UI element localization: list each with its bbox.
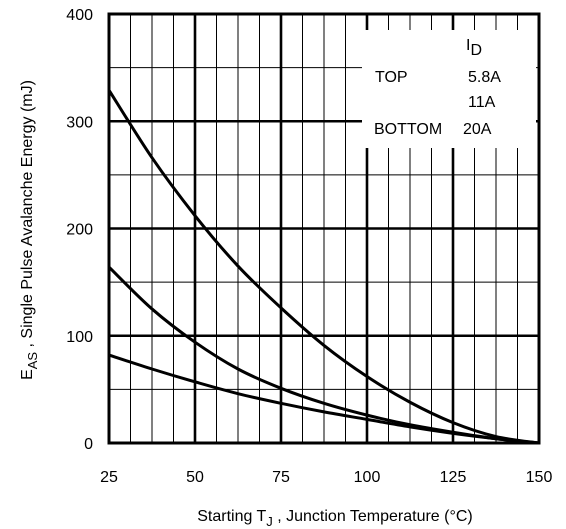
legend-row-top-position: TOP — [375, 69, 408, 86]
x-axis-title-subscript: J — [266, 514, 273, 529]
y-axis-title-suffix: , Single Pulse Avalanche Energy (mJ) — [19, 80, 36, 352]
y-tick-label: 200 — [66, 222, 93, 239]
y-tick-label: 0 — [84, 436, 93, 453]
y-tick-label: 100 — [66, 329, 93, 346]
grid — [109, 14, 539, 443]
legend-header-subscript: D — [470, 42, 482, 59]
x-tick-label: 75 — [272, 469, 290, 486]
x-tick-label: 125 — [440, 469, 467, 486]
y-tick-label: 300 — [66, 114, 93, 131]
legend-header-prefix: I — [466, 37, 470, 54]
plot-frame — [107, 12, 541, 445]
y-tick-label: 400 — [66, 7, 93, 24]
legend-background — [362, 30, 536, 148]
legend-header: ID — [466, 37, 482, 59]
legend-row-bottom-position: BOTTOM — [374, 121, 442, 138]
legend-row-middle-value: 11A — [468, 94, 496, 111]
legend-row-bottom-value: 20A — [463, 121, 492, 138]
y-axis-title-subscript: AS — [25, 352, 40, 370]
x-tick-label: 50 — [186, 469, 204, 486]
series-line-5-8a — [107, 89, 540, 445]
x-axis-title-suffix: , Junction Temperature (°C) — [273, 508, 473, 525]
legend-row-top-value: 5.8A — [468, 69, 501, 86]
y-axis-title: EAS , Single Pulse Avalanche Energy (mJ) — [19, 80, 40, 380]
x-tick-label: 100 — [354, 469, 381, 486]
x-tick-label: 150 — [526, 469, 553, 486]
x-tick-label: 25 — [100, 469, 118, 486]
y-axis-title-prefix: E — [19, 369, 36, 380]
x-axis-title-prefix: Starting T — [197, 508, 266, 525]
legend: ID TOP 5.8A 11A BOTTOM 20A — [374, 37, 501, 138]
x-tick-labels: 25 50 75 100 125 150 — [100, 469, 552, 486]
x-axis-title: Starting TJ , Junction Temperature (°C) — [197, 508, 473, 529]
series-line-20a — [108, 353, 540, 445]
series-group — [107, 89, 540, 445]
y-tick-labels: 0 100 200 300 400 — [66, 7, 93, 453]
